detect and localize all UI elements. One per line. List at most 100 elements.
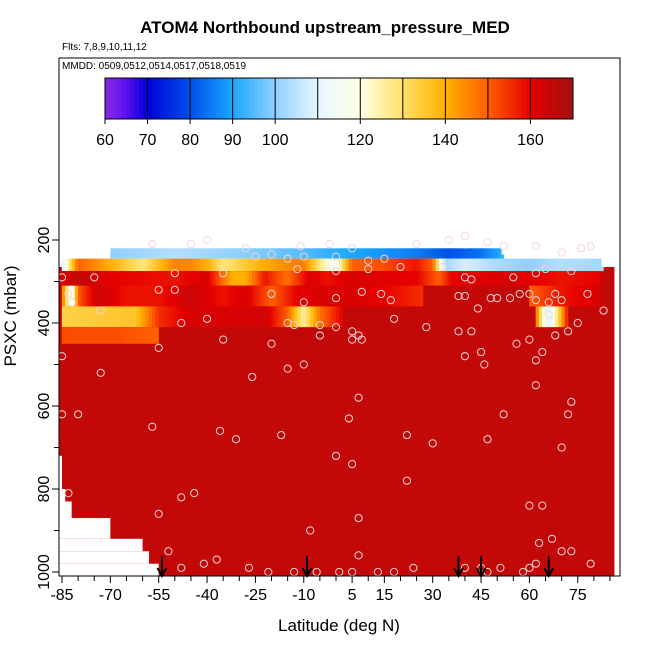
heatmap-cell [106,306,111,328]
heatmap-cell [61,271,66,286]
heatmap-cell [77,271,82,286]
heatmap-cell [584,285,588,307]
heatmap-cell [258,285,263,307]
heatmap-cell [577,285,582,307]
sample-point [293,264,302,274]
colorbar-swatch [441,78,446,119]
heatmap-cell [535,306,540,328]
heatmap-cell [222,306,227,328]
heatmap-cell [542,258,546,272]
heatmap-cell [135,327,140,344]
heatmap-cell [187,306,192,328]
heatmap-cell [393,258,398,272]
heatmap-cell [297,285,301,307]
heatmap-cell [229,248,234,259]
colorbar-swatch [432,78,438,119]
heatmap-gap [59,551,150,564]
heatmap-cell [339,306,343,328]
sample-point [331,294,341,303]
heatmap-cell [210,306,214,328]
x-tick-label: -10 [292,587,315,604]
sample-point [573,318,582,328]
heatmap-cell [490,248,495,259]
heatmap-cell [319,271,324,286]
sample-point [170,285,179,294]
heatmap-cell [116,327,121,344]
heatmap-cell [213,271,217,286]
colorbar-swatch [394,78,400,119]
heatmap-cell [255,306,259,328]
heatmap-cell [335,271,340,286]
heatmap-cell [442,248,446,259]
sample-point [90,273,99,282]
heatmap-cell [65,306,69,328]
heatmap-cell [403,248,408,259]
colorbar-swatch [462,78,468,119]
sample-point [483,237,492,247]
heatmap-cell [248,285,253,307]
heatmap-cell [384,248,388,259]
heatmap-cell [555,258,559,272]
colorbar-swatch [551,78,557,119]
sample-point [212,555,221,564]
heatmap-cell [84,285,88,307]
heatmap-cell [513,258,517,272]
sample-point [525,563,534,572]
sample-point [396,262,405,272]
heatmap-cell [322,248,327,259]
colorbar-swatch [479,78,485,119]
sample-point [299,360,308,369]
heatmap-cell [177,271,182,286]
heatmap-cell [74,327,79,344]
heatmap-cell [123,327,127,344]
heatmap-cell [532,271,537,286]
sample-point [96,306,105,315]
heatmap-cell [277,306,282,328]
heatmap-cell [226,306,230,328]
colorbar-swatch [249,78,255,119]
colorbar-swatch [236,78,242,119]
heatmap-cell [148,285,153,307]
heatmap-cell [590,258,595,272]
heatmap-cell [187,258,192,272]
heatmap-cell [548,306,553,328]
heatmap-gap [59,455,62,489]
heatmap-cell [171,306,176,328]
heatmap-cell [193,258,198,272]
sample-point [576,244,586,253]
heatmap-cell [561,258,566,272]
heatmap-cell [364,258,369,272]
heatmap-cell [310,248,314,259]
heatmap-cell [448,248,453,259]
heatmap-cell [94,327,98,344]
heatmap-cell [316,285,321,307]
heatmap-cell [219,248,224,259]
heatmap-cell [261,285,266,307]
heatmap-cell [348,248,353,259]
x-tick-label: -70 [99,587,122,604]
heatmap-cell [426,258,430,272]
heatmap-cell [158,258,163,272]
heatmap-cell [503,271,508,286]
heatmap-cell [319,248,324,259]
heatmap-cell [210,271,214,286]
heatmap-cell [155,248,159,259]
sample-point [563,410,573,419]
heatmap-cell [397,258,401,272]
heatmap-cell [100,271,105,286]
sample-point [277,430,286,440]
x-tick-label: 60 [521,587,539,604]
sample-point [551,289,560,299]
heatmap-cell [258,258,263,272]
heatmap-cell [429,271,433,286]
heatmap-cell [71,258,76,272]
heatmap-cell [564,306,569,328]
heatmap-cell [326,271,330,286]
heatmap-cell [65,271,69,286]
heatmap-cell [155,271,159,286]
heatmap-cell [364,271,369,286]
heatmap-cell [490,271,495,286]
heatmap-cell [532,258,537,272]
heatmap-cell [239,285,243,307]
sample-point [460,352,470,361]
